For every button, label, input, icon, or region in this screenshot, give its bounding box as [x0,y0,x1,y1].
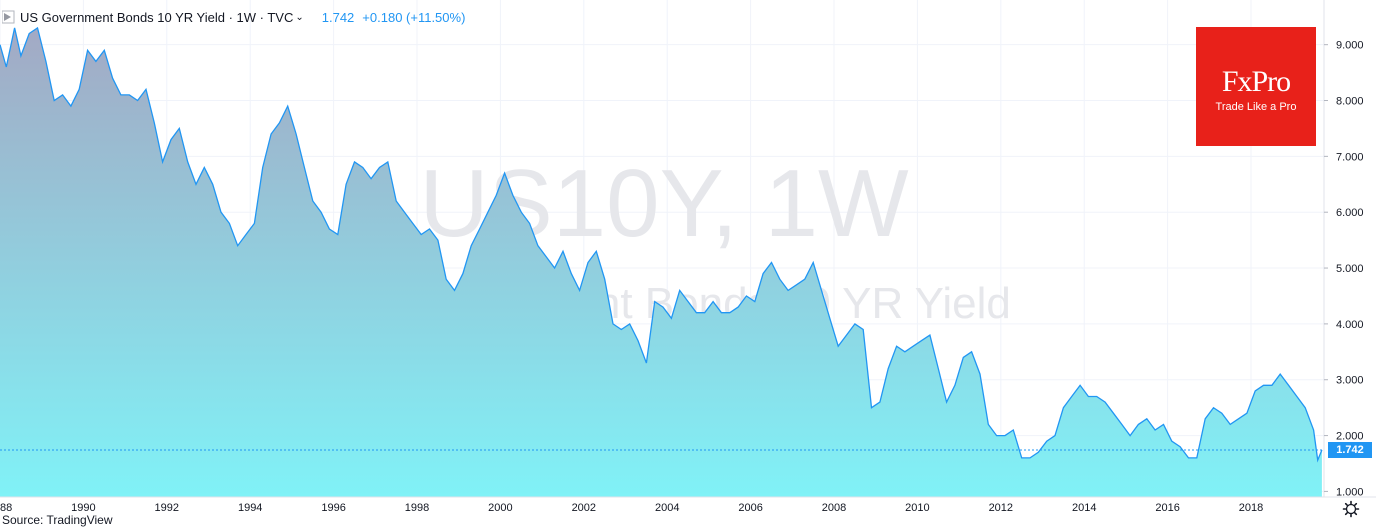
gear-icon[interactable] [1342,500,1360,518]
logo-brand: FxPro [1221,65,1291,98]
y-tick-label: 7.000 [1336,151,1364,163]
chart-header: US Government Bonds 10 YR Yield · 1W · T… [0,0,465,34]
x-tick-label: 1998 [405,502,429,514]
change-value: +0.180 (+11.50%) [362,9,466,25]
x-tick-label: 2004 [655,502,679,514]
series-line [0,26,1323,463]
x-tick-label: 2014 [1072,502,1096,514]
x-tick-label: 1996 [321,502,345,514]
fxpro-logo: FxPro Trade Like a Pro [1196,27,1316,146]
symbol-title[interactable]: US Government Bonds 10 YR Yield · 1W · T… [20,9,294,25]
x-tick-label: 1990 [71,502,95,514]
source-caption: Source: TradingView [2,513,113,527]
last-price-label: 1.742 [1328,441,1372,458]
last-value: 1.742 [321,9,355,25]
x-tick-label: 2002 [572,502,596,514]
y-tick-label: 1.000 [1336,486,1364,498]
y-tick-label: 4.000 [1336,319,1364,331]
y-tick-label: 8.000 [1336,96,1364,108]
area-fill [0,27,1322,498]
x-tick-label: 2018 [1239,502,1263,514]
price-axis[interactable]: 1.000 2.000 3.000 4.000 5.000 6.000 7.000 8.000… [1324,40,1364,499]
time-axis[interactable]: 1988 1990 1992 1994 1996 1998 2000 2002 2004 2006… [0,502,1263,514]
x-tick-label: 1994 [238,502,262,514]
y-tick-label: 5.000 [1336,263,1364,275]
x-tick-label: 2008 [822,502,846,514]
chevron-down-icon[interactable]: ⌄ [295,11,304,23]
x-tick-label: 2000 [488,502,512,514]
logo-tagline: Trade Like a Pro [1215,101,1297,113]
y-tick-label: 9.000 [1336,40,1364,52]
plot [0,26,1323,498]
x-tick-label: 2016 [1155,502,1179,514]
collapse-icon[interactable] [2,10,16,24]
y-tick-label: 6.000 [1336,207,1364,219]
x-tick-label: 2012 [989,502,1013,514]
x-tick-label: 1992 [155,502,179,514]
y-tick-label: 3.000 [1336,375,1364,387]
x-tick-label: 1988 [0,502,12,514]
x-tick-label: 2006 [738,502,762,514]
y-tick-label: 2.000 [1336,431,1364,443]
x-tick-label: 2010 [905,502,929,514]
